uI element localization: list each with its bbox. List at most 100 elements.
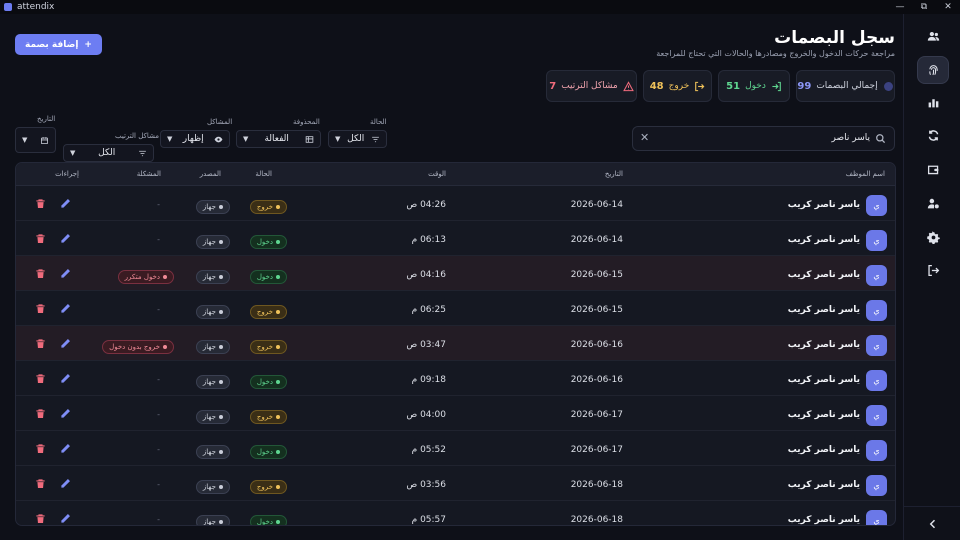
table-row[interactable]: ي ياسر ناصر كريب 2026-06-16 03:47 ص خروج جهاز… (16, 326, 895, 361)
table-row[interactable]: ي ياسر ناصر كريب 2026-06-14 06:13 م دخول جهاز… (16, 221, 895, 256)
sidebar-item-sync[interactable] (917, 121, 949, 149)
filter-date-select[interactable]: ▼ (15, 127, 56, 153)
edit-button[interactable] (60, 513, 72, 525)
record-time: 04:16 ص (406, 270, 446, 280)
table-row[interactable]: ي ياسر ناصر كريب 2026-06-15 06:25 م خروج جهاز… (16, 291, 895, 326)
record-time: 06:13 م (411, 235, 446, 245)
delete-button[interactable] (35, 408, 47, 420)
filter-problems-label: المشاكل (207, 118, 233, 126)
gear-icon (926, 230, 940, 244)
table-row[interactable]: ي ياسر ناصر كريب 2026-06-17 05:52 م دخول جهاز… (16, 431, 895, 466)
filter-problems-value: إظهار (182, 134, 204, 144)
sidebar-item-user-settings[interactable] (917, 189, 949, 217)
sidebar-item-employees[interactable] (917, 22, 949, 50)
status-badge: خروج (249, 480, 287, 494)
source-badge: جهاز (195, 410, 230, 424)
edit-button[interactable] (60, 233, 72, 245)
sidebar-item-fingerprints[interactable] (917, 56, 949, 84)
add-fingerprint-button[interactable]: + إضافة بصمة (15, 34, 102, 55)
source-text: جهاز (202, 378, 216, 386)
table-row[interactable]: ي ياسر ناصر كريب 2026-06-18 03:56 ص خروج جهاز… (16, 466, 895, 501)
sidebar-item-reports[interactable] (917, 88, 949, 116)
record-date: 2026-06-15 (570, 305, 623, 315)
status-dot (276, 450, 280, 454)
search-box[interactable]: ياسر ناصر ✕ (632, 126, 895, 151)
pencil-icon (61, 304, 70, 313)
record-date: 2026-06-18 (570, 515, 623, 525)
filter-deleted-select[interactable]: ▼ الفعالة (236, 130, 321, 148)
delete-button[interactable] (35, 233, 47, 245)
filter-deleted-label: المحذوفة (293, 118, 320, 126)
delete-button[interactable] (35, 443, 47, 455)
record-date: 2026-06-14 (570, 200, 623, 210)
status-badge: دخول (249, 445, 287, 459)
edit-button[interactable] (60, 338, 72, 350)
status-badge: خروج (249, 305, 287, 319)
column-header-date: التاريخ (604, 170, 623, 178)
avatar: ي (866, 370, 887, 391)
source-text: جهاز (202, 238, 216, 246)
main-content: + إضافة بصمة سجل البصمات مراجعة حركات ال… (0, 14, 903, 540)
edit-button[interactable] (60, 443, 72, 455)
filter-status-select[interactable]: ▼ الكل (328, 130, 387, 148)
pencil-icon (61, 374, 70, 383)
edit-button[interactable] (60, 408, 72, 420)
record-time: 09:18 م (411, 375, 446, 385)
edit-button[interactable] (60, 303, 72, 315)
avatar: ي (866, 300, 887, 321)
delete-button[interactable] (35, 373, 47, 385)
search-input[interactable]: ياسر ناصر (831, 133, 870, 143)
pencil-icon (61, 234, 70, 243)
employee-name: ياسر ناصر كريب (787, 270, 860, 280)
source-text: جهاز (202, 308, 216, 316)
delete-button[interactable] (35, 268, 47, 280)
source-badge: جهاز (195, 445, 230, 459)
problem-empty: - (157, 445, 160, 454)
delete-button[interactable] (35, 513, 47, 525)
table-row[interactable]: ي ياسر ناصر كريب 2026-06-14 04:26 ص خروج جهاز… (16, 186, 895, 221)
delete-button[interactable] (35, 198, 47, 210)
edit-button[interactable] (60, 373, 72, 385)
problem-text: دخول متكرر (124, 273, 160, 281)
edit-button[interactable] (60, 478, 72, 490)
delete-button[interactable] (35, 338, 47, 350)
clear-search-button[interactable]: ✕ (640, 131, 650, 144)
table-row[interactable]: ي ياسر ناصر كريب 2026-06-16 09:18 م دخول جهاز… (16, 361, 895, 396)
maximize-button[interactable]: ⧉ (920, 2, 928, 12)
edit-button[interactable] (60, 198, 72, 210)
source-text: جهاز (202, 483, 216, 491)
employee-name: ياسر ناصر كريب (787, 515, 860, 525)
table-row[interactable]: ي ياسر ناصر كريب 2026-06-18 05:57 م دخول جهاز… (16, 501, 895, 525)
filter-deleted-value: الفعالة (264, 134, 289, 144)
employee-name: ياسر ناصر كريب (787, 200, 860, 210)
stat-total-fingerprints: إجمالي البصمات 99 (796, 70, 895, 102)
delete-button[interactable] (35, 303, 47, 315)
edit-button[interactable] (60, 268, 72, 280)
close-button[interactable]: ✕ (944, 2, 952, 12)
app-logo-icon (4, 3, 12, 11)
stat-label: خروج (668, 81, 690, 91)
eye-icon (214, 136, 223, 142)
problem-dot (163, 345, 167, 349)
filter-problems-select[interactable]: ▼ إظهار (160, 130, 230, 148)
trash-icon (36, 269, 45, 278)
employee-name: ياسر ناصر كريب (787, 235, 860, 245)
filter-order-problems-select[interactable]: ▼ الكل (63, 144, 154, 162)
table-row[interactable]: ي ياسر ناصر كريب 2026-06-15 04:16 ص دخول جهاز… (16, 256, 895, 291)
stat-value: 51 (726, 80, 741, 92)
source-dot (219, 275, 223, 279)
delete-button[interactable] (35, 478, 47, 490)
status-dot (276, 275, 280, 279)
table-row[interactable]: ي ياسر ناصر كريب 2026-06-17 04:00 ص خروج جهاز… (16, 396, 895, 431)
sidebar-collapse-button[interactable] (904, 506, 960, 540)
source-badge: جهاز (195, 340, 230, 354)
sidebar-item-settings[interactable] (917, 223, 949, 251)
sidebar-item-logout[interactable] (917, 256, 949, 284)
minimize-button[interactable]: — (895, 2, 905, 12)
fingerprint-icon (928, 64, 938, 75)
pencil-icon (61, 444, 70, 453)
column-header-employee: اسم الموظف (845, 170, 885, 178)
status-dot (276, 310, 280, 314)
sidebar-item-payroll[interactable] (917, 155, 949, 183)
status-text: خروج (256, 308, 273, 316)
